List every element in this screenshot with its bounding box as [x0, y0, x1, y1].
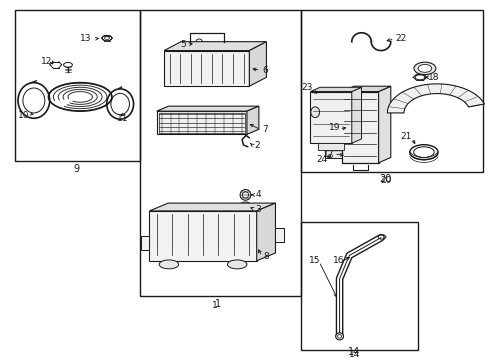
- Text: 14: 14: [347, 347, 360, 357]
- Ellipse shape: [241, 209, 249, 213]
- Polygon shape: [341, 86, 390, 91]
- Text: 20: 20: [379, 174, 391, 184]
- Polygon shape: [310, 87, 361, 91]
- Polygon shape: [249, 42, 266, 86]
- Text: 11: 11: [117, 114, 128, 123]
- Ellipse shape: [409, 145, 437, 159]
- Text: 10: 10: [19, 111, 30, 120]
- Text: 22: 22: [394, 34, 406, 43]
- Bar: [241, 204, 249, 211]
- Ellipse shape: [159, 260, 178, 269]
- Bar: [329, 136, 341, 145]
- Bar: [163, 51, 249, 86]
- Ellipse shape: [337, 334, 341, 338]
- Bar: [317, 143, 344, 150]
- Text: 12: 12: [41, 57, 53, 66]
- Text: 18: 18: [427, 73, 439, 82]
- Bar: [300, 10, 483, 172]
- Text: 2: 2: [253, 141, 259, 150]
- Text: 9: 9: [73, 163, 79, 174]
- Text: 19: 19: [328, 123, 339, 132]
- Ellipse shape: [310, 107, 319, 118]
- Polygon shape: [163, 42, 266, 51]
- Text: 4: 4: [255, 190, 261, 199]
- Text: 23: 23: [301, 84, 312, 93]
- Bar: [341, 91, 378, 163]
- Polygon shape: [157, 106, 258, 111]
- Bar: [141, 236, 149, 250]
- Bar: [159, 113, 244, 132]
- Ellipse shape: [413, 147, 433, 157]
- Ellipse shape: [327, 154, 332, 158]
- Text: 1: 1: [214, 299, 220, 309]
- Text: 24: 24: [315, 155, 326, 164]
- Text: 5: 5: [180, 40, 186, 49]
- Polygon shape: [351, 87, 361, 143]
- Ellipse shape: [413, 62, 435, 75]
- Text: 17: 17: [323, 150, 334, 159]
- Bar: [157, 111, 246, 134]
- Text: 16: 16: [332, 256, 344, 265]
- Text: 20: 20: [380, 176, 391, 185]
- Bar: [300, 222, 417, 350]
- Polygon shape: [378, 86, 390, 163]
- Bar: [275, 228, 284, 242]
- Text: 6: 6: [262, 66, 267, 75]
- Text: 8: 8: [263, 252, 269, 261]
- Text: 3: 3: [255, 204, 261, 213]
- Bar: [310, 91, 351, 143]
- Polygon shape: [149, 203, 275, 211]
- Ellipse shape: [335, 333, 343, 340]
- Ellipse shape: [227, 260, 246, 269]
- Bar: [149, 211, 256, 261]
- Ellipse shape: [240, 190, 250, 200]
- Ellipse shape: [417, 64, 431, 72]
- FancyBboxPatch shape: [325, 151, 343, 158]
- Text: 13: 13: [80, 34, 92, 43]
- Bar: [140, 10, 300, 296]
- Polygon shape: [256, 203, 275, 261]
- Bar: [15, 10, 140, 161]
- Polygon shape: [246, 106, 258, 134]
- Text: 14: 14: [348, 350, 359, 359]
- Text: 15: 15: [308, 256, 319, 265]
- Ellipse shape: [241, 202, 249, 206]
- Text: 1: 1: [212, 301, 218, 310]
- Text: 21: 21: [400, 132, 411, 141]
- Text: 7: 7: [262, 125, 267, 134]
- Polygon shape: [386, 84, 484, 113]
- Bar: [329, 115, 341, 123]
